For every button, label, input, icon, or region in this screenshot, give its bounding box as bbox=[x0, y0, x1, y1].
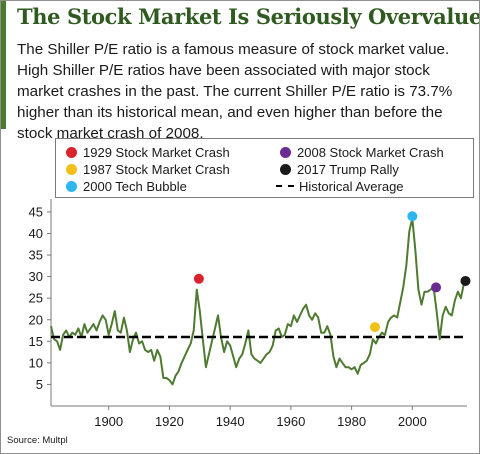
chart-legend: 1929 Stock Market Crash 2008 Stock Marke… bbox=[55, 138, 474, 198]
accent-bar bbox=[1, 1, 6, 129]
y-tick-label: 45 bbox=[29, 204, 43, 219]
legend-label: Historical Average bbox=[299, 178, 404, 194]
x-tick-label: 1960 bbox=[276, 414, 305, 429]
legend-label: 1929 Stock Market Crash bbox=[83, 144, 230, 160]
page-title: The Stock Market Is Seriously Overvalued bbox=[17, 4, 480, 29]
marker-2017-rally bbox=[460, 275, 471, 286]
pe-ratio-line bbox=[50, 217, 465, 386]
y-tick-label: 10 bbox=[29, 355, 43, 370]
x-tick-label: 1920 bbox=[155, 414, 184, 429]
legend-label: 1987 Stock Market Crash bbox=[83, 161, 230, 177]
x-tick-label: 1940 bbox=[216, 414, 245, 429]
description-text: The Shiller P/E ratio is a famous measur… bbox=[17, 41, 453, 142]
x-tick-label: 2000 bbox=[398, 414, 427, 429]
legend-item-2017-rally: 2017 Trump Rally bbox=[280, 160, 399, 178]
marker-2008-crash bbox=[431, 282, 442, 293]
yellow-dot-icon bbox=[66, 163, 77, 175]
legend-label: 2000 Tech Bubble bbox=[83, 178, 187, 194]
red-dot-icon bbox=[66, 146, 77, 158]
dashed-line-icon bbox=[276, 185, 294, 187]
legend-item-2008-crash: 2008 Stock Market Crash bbox=[280, 143, 444, 161]
marker-1929-crash bbox=[193, 273, 204, 284]
y-tick-label: 25 bbox=[29, 291, 43, 306]
x-tick-label: 1900 bbox=[94, 414, 123, 429]
legend-label: 2017 Trump Rally bbox=[297, 161, 399, 177]
y-tick-label: 35 bbox=[29, 248, 43, 263]
y-tick-label: 15 bbox=[29, 334, 43, 349]
y-tick-label: 40 bbox=[29, 226, 43, 241]
purple-dot-icon bbox=[280, 146, 291, 158]
y-tick-label: 30 bbox=[29, 269, 43, 284]
x-tick-label: 1980 bbox=[337, 414, 366, 429]
legend-item-1929-crash: 1929 Stock Market Crash bbox=[66, 143, 230, 161]
legend-item-historical-average: Historical Average bbox=[276, 177, 404, 195]
black-dot-icon bbox=[280, 163, 291, 175]
legend-item-2000-bubble: 2000 Tech Bubble bbox=[66, 177, 187, 195]
y-tick-label: 20 bbox=[29, 312, 43, 327]
source-note: Source: Multpl bbox=[7, 435, 68, 446]
marker-2000-bubble bbox=[407, 211, 418, 222]
legend-label: 2008 Stock Market Crash bbox=[297, 144, 444, 160]
y-tick-label: 5 bbox=[36, 377, 43, 392]
blue-dot-icon bbox=[66, 180, 77, 192]
pe-ratio-chart: 5 10 15 20 25 30 35 40 45 1900 1920 1940 1960 1980 200… bbox=[29, 199, 471, 429]
marker-1987-crash bbox=[369, 322, 380, 333]
legend-item-1987-crash: 1987 Stock Market Crash bbox=[66, 160, 230, 178]
